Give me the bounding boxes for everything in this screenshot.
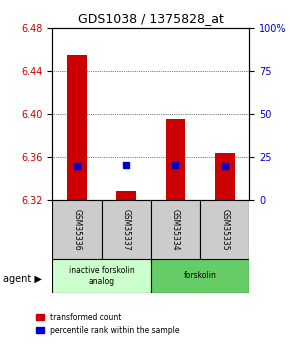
Bar [116, 191, 136, 200]
Text: agent ▶: agent ▶ [3, 275, 42, 284]
Bar [166, 119, 185, 200]
Text: inactive forskolin
analog: inactive forskolin analog [69, 266, 134, 286]
Bar [67, 55, 87, 200]
FancyBboxPatch shape [52, 259, 151, 293]
FancyBboxPatch shape [52, 200, 102, 259]
FancyBboxPatch shape [102, 200, 151, 259]
Text: GSM35334: GSM35334 [171, 209, 180, 250]
FancyBboxPatch shape [200, 200, 249, 259]
FancyBboxPatch shape [151, 200, 200, 259]
Text: GSM35335: GSM35335 [220, 209, 229, 250]
Bar [215, 153, 235, 200]
Text: GSM35337: GSM35337 [122, 209, 131, 250]
Legend: transformed count, percentile rank within the sample: transformed count, percentile rank withi… [33, 310, 182, 338]
FancyBboxPatch shape [151, 259, 249, 293]
Title: GDS1038 / 1375828_at: GDS1038 / 1375828_at [78, 12, 224, 25]
Text: forskolin: forskolin [184, 272, 217, 280]
Text: GSM35336: GSM35336 [72, 209, 81, 250]
